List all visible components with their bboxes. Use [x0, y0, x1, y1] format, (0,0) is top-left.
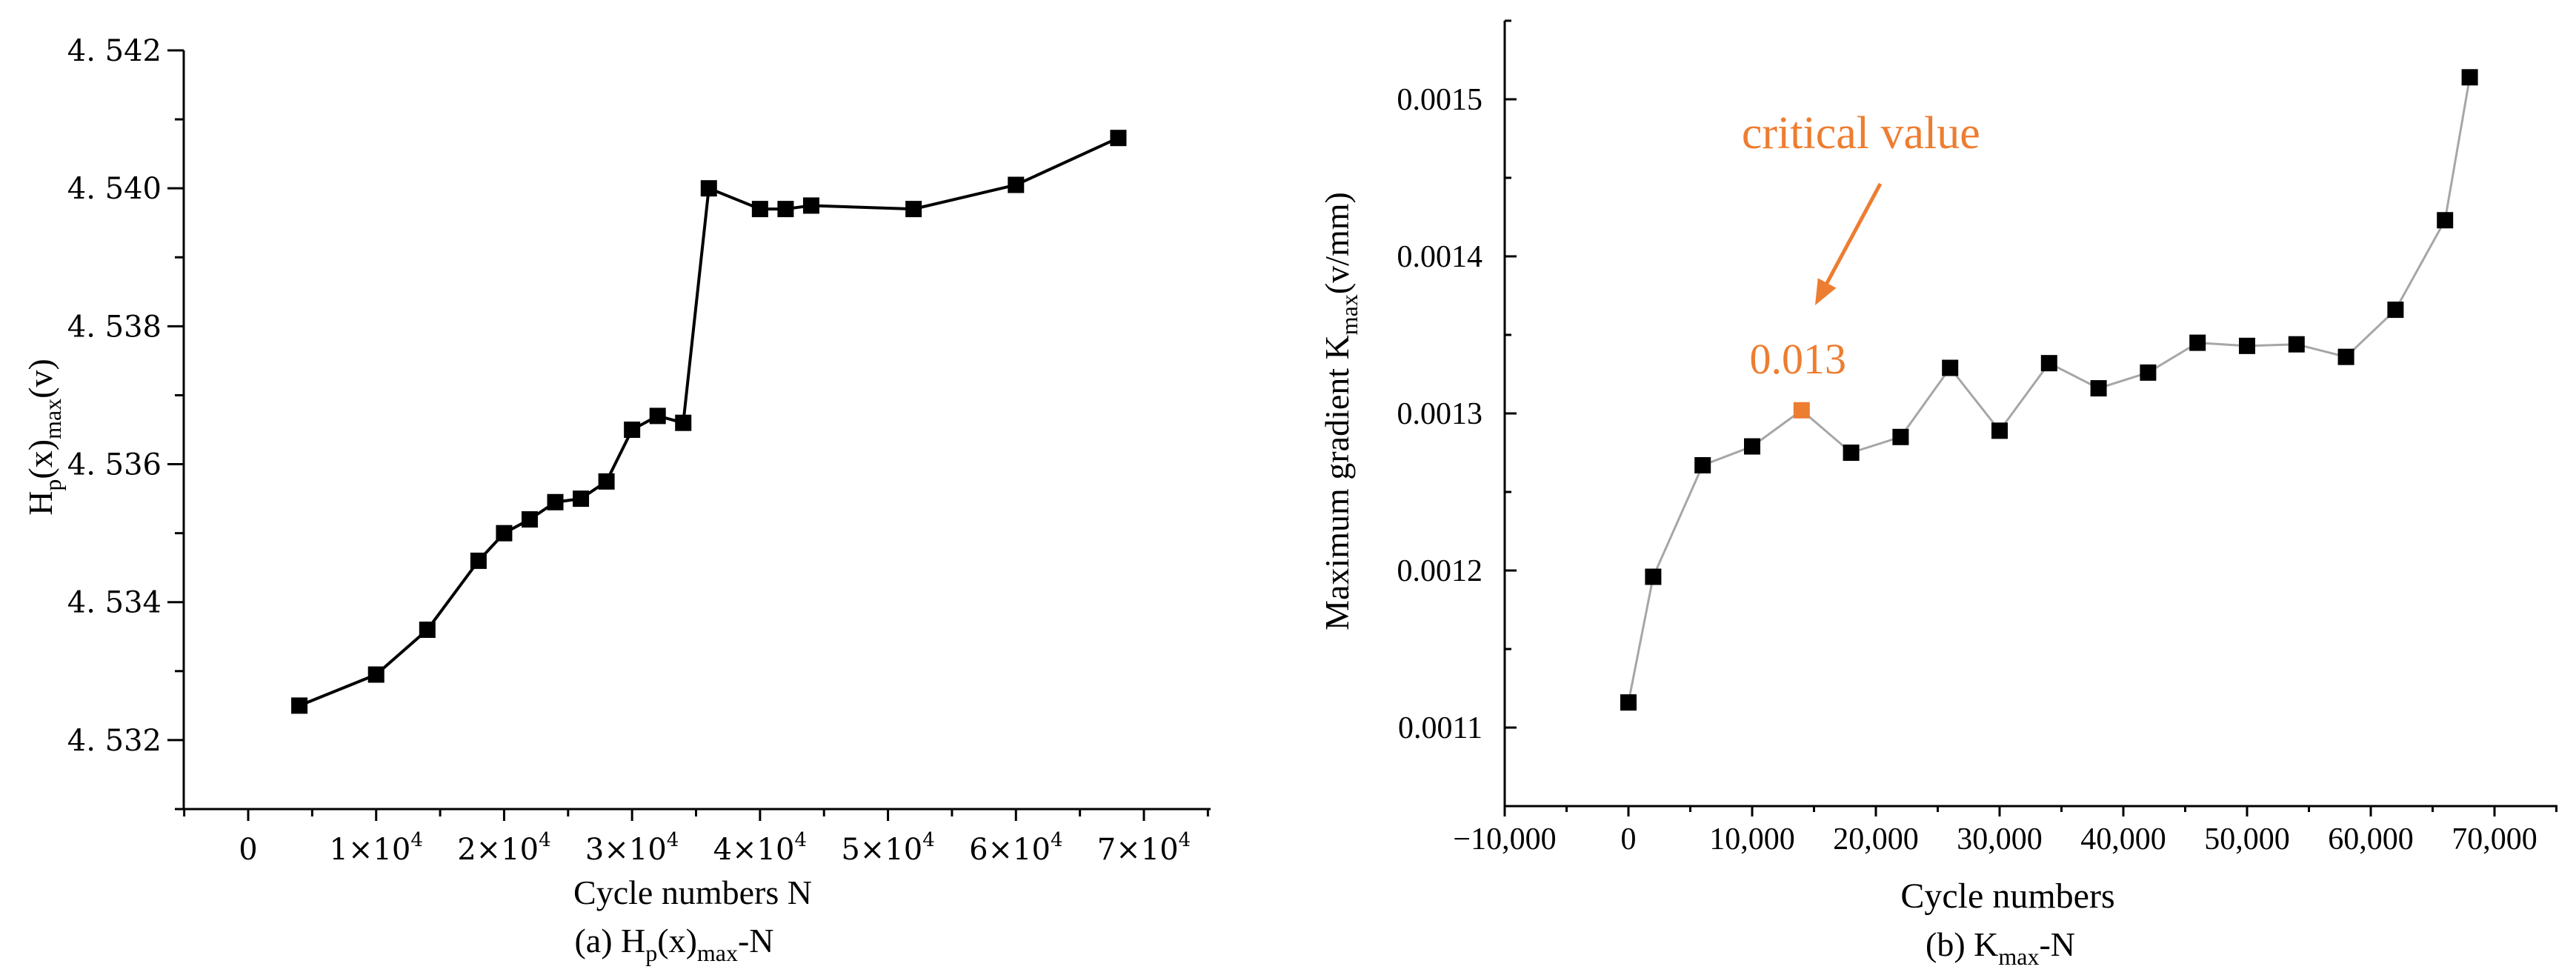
panel-a-series-line — [299, 136, 1119, 708]
panel-a-data-point — [496, 525, 513, 542]
panel-b-data-point — [2387, 302, 2404, 319]
panel-a-y-tick-label: 4. 540 — [67, 172, 162, 206]
panel-a-data-point — [1008, 176, 1025, 193]
panel-a-data-point — [700, 180, 717, 197]
panel-a-data-point — [905, 201, 922, 218]
panel-a-x-tick-label: 2×104 — [457, 829, 550, 867]
panel-b-annotation-arrow-head — [1815, 278, 1837, 305]
panel-a-y-tick-label: 4. 532 — [67, 724, 162, 758]
panel-b-y-tick-label: 0.0013 — [1397, 397, 1483, 431]
panel-a-x-tick-label: 0 — [239, 833, 257, 867]
panel-b-annotations: 0.013 critical value — [1742, 108, 1980, 383]
panel-b-data-point — [2337, 348, 2354, 365]
panel-b-data-point — [2090, 380, 2107, 397]
panel-a-points — [291, 130, 1127, 714]
panel-a-data-point — [777, 201, 794, 218]
panel-b-series-polyline — [1627, 77, 2472, 703]
panel-b-critical-point — [1793, 402, 1810, 419]
panel-b-data-point — [2040, 355, 2057, 372]
panel-b-y-tick-label: 0.0012 — [1397, 554, 1483, 588]
panel-b-data-point — [2461, 69, 2478, 86]
panel-a-x-tick-label: 3×104 — [585, 829, 679, 867]
panel-a-data-point — [1110, 130, 1127, 147]
panel-b-data-point — [1843, 445, 1860, 461]
panel-b-data-point — [1645, 568, 1662, 585]
panel-b-data-point — [1942, 359, 1959, 376]
panel-a-chart: 4. 532 4. 534 4. 536 4. 538 4. 540 4. 542 0 1×1… — [21, 34, 1211, 966]
panel-a-x-tick-label: 7×104 — [1097, 829, 1191, 867]
panel-b-data-point — [1744, 438, 1760, 455]
panel-a-y-axis-label: Hp(x)max(v) — [21, 359, 66, 516]
panel-b-data-point — [1620, 694, 1637, 711]
panel-b-ticks: 0.0011 0.0012 0.0013 0.0014 0.0015 −10,000 0 10… — [1397, 19, 2557, 856]
panel-a-ticks: 4. 532 4. 534 4. 536 4. 538 4. 540 4. 542 0 1×1… — [67, 34, 1209, 867]
panel-a-data-point — [367, 666, 385, 683]
panel-b-series-line — [1627, 77, 2472, 703]
panel-a-y-tick-label: 4. 542 — [67, 34, 162, 68]
panel-b-x-tick-label: 0 — [1621, 822, 1637, 856]
panel-b-x-tick-label: 50,000 — [2204, 822, 2290, 856]
panel-b-critical-value-label: 0.013 — [1750, 335, 1847, 383]
panel-b-data-point — [2189, 334, 2206, 351]
panel-a-data-point — [624, 422, 641, 438]
panel-b-data-point — [1892, 428, 1909, 445]
panel-b-x-tick-label: 10,000 — [1709, 822, 1795, 856]
panel-a-data-point — [470, 552, 487, 569]
panel-a-axes — [181, 50, 1211, 811]
panel-b-data-point — [1991, 422, 2008, 439]
panel-b-x-tick-label: 70,000 — [2452, 822, 2537, 856]
panel-b-data-point — [2437, 212, 2454, 229]
panel-a-data-point — [573, 490, 590, 508]
panel-b-x-tick-label: 60,000 — [2328, 822, 2414, 856]
panel-b-y-tick-label: 0.0011 — [1398, 711, 1482, 745]
panel-b-y-tick-label: 0.0014 — [1397, 240, 1483, 274]
panel-a-data-point — [419, 621, 436, 638]
panel-b-caption: (b) Kmax-N — [1926, 925, 2075, 970]
panel-b-x-tick-label: 20,000 — [1833, 822, 1919, 856]
panel-a-data-point — [521, 511, 538, 528]
panel-b-critical-annotation-text: critical value — [1742, 108, 1980, 159]
panel-a-x-tick-label: 6×104 — [969, 829, 1062, 867]
panel-b-y-axis-label: Maximum gradient Kmax(v/mm) — [1318, 192, 1362, 631]
panel-a-x-axis-label: Cycle numbers N — [573, 874, 812, 911]
panel-b-axes — [1503, 21, 2557, 808]
panel-a-data-point — [547, 493, 564, 510]
panel-a-series-polyline — [299, 136, 1119, 708]
panel-a-caption: (a) Hp(x)max-N — [574, 922, 773, 966]
panel-a-data-point — [751, 201, 768, 218]
panel-b-x-tick-label: 40,000 — [2080, 822, 2166, 856]
panel-a-data-point — [802, 197, 819, 214]
panel-a-data-point — [291, 697, 308, 714]
panel-b-points — [1620, 69, 2478, 711]
panel-b-y-tick-label: 0.0015 — [1397, 83, 1483, 117]
panel-b-chart: 0.0011 0.0012 0.0013 0.0014 0.0015 −10,000 0 10… — [1318, 19, 2557, 970]
panel-a-data-point — [649, 408, 666, 425]
panel-a-y-tick-label: 4. 534 — [67, 586, 162, 620]
panel-b-annotation-arrow-shaft — [1820, 182, 1883, 294]
panel-b-data-point — [1694, 456, 1711, 473]
panel-b-x-axis-label: Cycle numbers — [1900, 876, 2114, 916]
panel-a-x-tick-label: 1×104 — [330, 829, 423, 867]
panel-a-x-tick-label: 5×104 — [841, 829, 934, 867]
panel-a-data-point — [675, 414, 692, 431]
panel-a-y-tick-label: 4. 536 — [67, 448, 162, 482]
panel-a-x-tick-label: 4×104 — [713, 829, 807, 867]
panel-b-x-tick-label: −10,000 — [1453, 822, 1556, 856]
panel-b-data-point — [2239, 337, 2255, 354]
panel-b-x-tick-label: 30,000 — [1957, 822, 2043, 856]
panel-a-y-tick-label: 4. 538 — [67, 310, 162, 344]
panel-a-data-point — [598, 473, 615, 490]
panel-b-data-point — [2288, 336, 2305, 353]
panel-b-data-point — [2140, 364, 2157, 381]
